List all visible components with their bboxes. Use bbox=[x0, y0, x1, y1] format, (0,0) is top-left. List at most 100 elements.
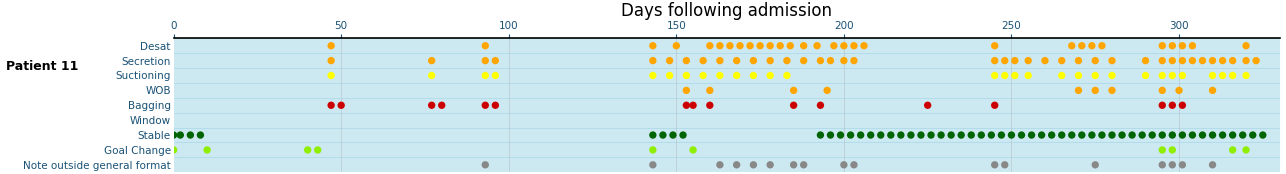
Point bbox=[1136, 74, 1156, 77]
Point bbox=[820, 59, 841, 62]
Point bbox=[1061, 134, 1082, 136]
Point bbox=[1172, 44, 1192, 47]
Point bbox=[1061, 44, 1082, 47]
Point bbox=[739, 44, 760, 47]
Point bbox=[850, 134, 871, 136]
Point bbox=[1172, 134, 1192, 136]
Point bbox=[810, 104, 831, 107]
Bar bbox=[174, 83, 1280, 98]
Point bbox=[781, 44, 801, 47]
Point bbox=[810, 59, 831, 62]
Point bbox=[844, 163, 864, 166]
Point bbox=[984, 74, 1004, 77]
Point bbox=[1236, 59, 1256, 62]
Point bbox=[727, 163, 747, 166]
Point bbox=[700, 104, 720, 107]
Point bbox=[961, 134, 981, 136]
Point bbox=[485, 74, 505, 77]
Point bbox=[1172, 163, 1192, 166]
Text: Patient 11: Patient 11 bbox=[6, 60, 78, 73]
Point bbox=[1163, 44, 1183, 47]
Point bbox=[1163, 104, 1183, 107]
Point bbox=[1152, 74, 1173, 77]
Point bbox=[676, 59, 697, 62]
Point bbox=[931, 134, 952, 136]
Point bbox=[485, 104, 505, 107]
Point bbox=[1042, 134, 1062, 136]
Point bbox=[475, 163, 495, 166]
Point bbox=[820, 134, 841, 136]
Point bbox=[1004, 74, 1025, 77]
Point bbox=[683, 104, 703, 107]
Point bbox=[810, 134, 831, 136]
Point bbox=[1213, 74, 1233, 77]
Point bbox=[994, 74, 1015, 77]
Point bbox=[793, 163, 814, 166]
Point bbox=[760, 74, 781, 77]
Point bbox=[422, 74, 442, 77]
Point bbox=[320, 44, 341, 47]
Point bbox=[190, 134, 211, 136]
Point bbox=[1069, 59, 1089, 62]
Point bbox=[971, 134, 992, 136]
Point bbox=[1092, 44, 1112, 47]
Bar bbox=[174, 53, 1280, 68]
Point bbox=[1202, 74, 1223, 77]
Point bbox=[1071, 134, 1092, 136]
Point bbox=[900, 134, 921, 136]
Point bbox=[1121, 134, 1142, 136]
Point bbox=[1102, 59, 1123, 62]
Point bbox=[710, 59, 730, 62]
Point bbox=[331, 104, 351, 107]
Bar bbox=[174, 98, 1280, 113]
Point bbox=[806, 44, 827, 47]
Point bbox=[662, 134, 683, 136]
Point bbox=[783, 89, 804, 92]
Point bbox=[1213, 134, 1233, 136]
Point bbox=[1172, 74, 1192, 77]
Point bbox=[485, 59, 505, 62]
Point bbox=[984, 44, 1004, 47]
Point bbox=[1223, 134, 1244, 136]
Point bbox=[1163, 149, 1183, 151]
Point bbox=[1202, 134, 1223, 136]
Point bbox=[981, 134, 1002, 136]
Point bbox=[1004, 59, 1025, 62]
Point bbox=[854, 44, 874, 47]
Point bbox=[422, 104, 442, 107]
Point bbox=[297, 149, 318, 151]
Point bbox=[783, 163, 804, 166]
Point bbox=[760, 163, 781, 166]
Bar bbox=[174, 68, 1280, 83]
Point bbox=[710, 163, 730, 166]
Point bbox=[743, 59, 764, 62]
Point bbox=[727, 74, 747, 77]
Point bbox=[666, 44, 687, 47]
Point bbox=[683, 149, 703, 151]
Point bbox=[984, 163, 1004, 166]
Point bbox=[760, 44, 781, 47]
Point bbox=[831, 134, 851, 136]
Point bbox=[320, 104, 341, 107]
Point bbox=[643, 149, 664, 151]
Point bbox=[1172, 104, 1192, 107]
Point bbox=[1085, 163, 1106, 166]
Point bbox=[700, 89, 720, 92]
Point bbox=[1202, 59, 1223, 62]
Point bbox=[1112, 134, 1133, 136]
Point bbox=[475, 104, 495, 107]
Point bbox=[881, 134, 901, 136]
Point bbox=[833, 44, 854, 47]
Point bbox=[475, 44, 495, 47]
Point bbox=[1152, 149, 1173, 151]
Point bbox=[917, 104, 937, 107]
Point bbox=[1182, 59, 1202, 62]
Point bbox=[743, 163, 764, 166]
Point bbox=[793, 44, 814, 47]
Point bbox=[1152, 89, 1173, 92]
Point bbox=[844, 44, 864, 47]
Point bbox=[431, 104, 451, 107]
Point bbox=[1152, 44, 1173, 47]
Point bbox=[1052, 74, 1073, 77]
Point bbox=[1163, 163, 1183, 166]
